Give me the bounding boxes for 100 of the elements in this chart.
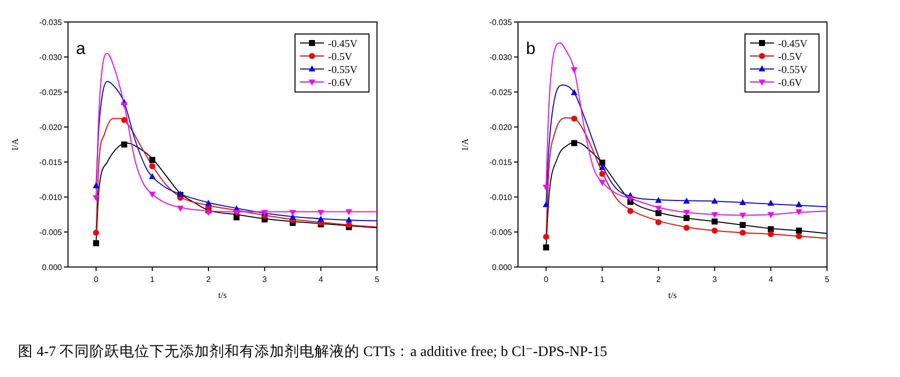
- annotation: b: [526, 39, 536, 58]
- point: [148, 173, 156, 180]
- point: [768, 231, 774, 238]
- legend-label: -0.55V: [778, 65, 808, 76]
- y-tick-label: 0.000: [42, 263, 63, 272]
- annotation: a: [76, 39, 86, 58]
- point: [711, 198, 718, 204]
- point: [149, 163, 156, 170]
- point: [684, 215, 690, 221]
- x-tick-label: 0: [544, 275, 549, 284]
- caption: 图 4-7 不同阶跃电位下无添加剂和有添加剂电解液的 CTTs：a additive free; b Cl⁻-DPS-NP-15: [18, 343, 608, 360]
- point: [571, 140, 578, 146]
- point: [739, 199, 746, 205]
- point: [346, 222, 352, 228]
- point: [149, 156, 156, 163]
- point: [205, 200, 212, 206]
- point: [346, 216, 352, 222]
- x-tick-label: 3: [712, 275, 718, 284]
- point: [739, 212, 746, 219]
- point: [120, 102, 128, 108]
- legend-label: -0.6V: [778, 78, 803, 89]
- point: [796, 228, 802, 234]
- y-tick-label: -0.015: [39, 158, 63, 167]
- legend-label: -0.45V: [328, 39, 358, 50]
- point: [148, 192, 156, 198]
- point: [598, 180, 606, 186]
- x-tick-label: 2: [656, 275, 662, 284]
- x-tick-label: 2: [206, 275, 212, 284]
- point: [655, 206, 662, 212]
- point: [796, 209, 802, 216]
- point: [740, 230, 746, 236]
- y-tick-label: 0.000: [492, 263, 513, 272]
- x-axis-title: t/s: [218, 290, 228, 300]
- point: [711, 212, 718, 218]
- point: [683, 210, 690, 216]
- point: [543, 234, 550, 240]
- point: [683, 198, 690, 204]
- point: [121, 142, 128, 148]
- point: [796, 233, 802, 240]
- y-tick-label: -0.025: [489, 88, 513, 97]
- point: [346, 209, 352, 216]
- y-tick-label: -0.020: [489, 123, 513, 132]
- x-tick-label: 5: [374, 275, 380, 284]
- y-tick-label: -0.010: [489, 193, 513, 202]
- legend-label: -0.5V: [328, 52, 353, 63]
- point: [598, 164, 606, 170]
- x-tick-label: 4: [318, 275, 324, 284]
- x-tick-label: 4: [768, 275, 774, 284]
- legend-label: -0.45V: [778, 39, 808, 50]
- y-axis-title: I/A: [460, 138, 470, 150]
- x-axis-title: t/s: [668, 290, 678, 300]
- point: [627, 196, 634, 202]
- point: [205, 210, 212, 216]
- y-tick-label: -0.035: [489, 18, 513, 27]
- point: [740, 222, 746, 228]
- point: [289, 210, 296, 216]
- point: [684, 224, 690, 231]
- y-tick-label: -0.005: [39, 228, 63, 237]
- legend-label: -0.6V: [328, 78, 353, 89]
- point: [92, 195, 100, 202]
- x-tick-label: 1: [150, 275, 156, 284]
- point: [627, 208, 634, 214]
- point: [655, 219, 662, 226]
- point: [543, 244, 550, 250]
- point: [542, 201, 550, 208]
- x-tick-label: 0: [94, 275, 99, 284]
- point: [93, 230, 100, 236]
- point: [570, 89, 578, 96]
- legend-label: -0.55V: [328, 65, 358, 76]
- point: [796, 201, 802, 208]
- point: [93, 240, 100, 246]
- y-tick-label: -0.025: [39, 88, 63, 97]
- point: [712, 228, 718, 234]
- point: [768, 212, 774, 218]
- y-tick-label: -0.010: [39, 193, 63, 202]
- y-tick-label: -0.030: [39, 53, 63, 62]
- legend-label: -0.5V: [778, 52, 803, 63]
- point: [121, 117, 128, 123]
- point: [318, 210, 324, 216]
- point: [768, 226, 774, 232]
- y-tick-label: -0.015: [489, 158, 513, 167]
- x-tick-label: 1: [600, 275, 606, 284]
- y-tick-label: -0.020: [39, 123, 63, 132]
- x-tick-label: 3: [262, 275, 268, 284]
- y-tick-label: -0.005: [489, 228, 513, 237]
- point: [571, 116, 578, 122]
- point: [599, 160, 606, 166]
- point: [712, 218, 718, 224]
- point: [234, 214, 240, 220]
- y-axis-title: I/A: [10, 138, 20, 150]
- point: [570, 67, 578, 74]
- point: [768, 200, 774, 206]
- y-tick-label: -0.030: [489, 53, 513, 62]
- point: [177, 206, 184, 212]
- point: [92, 182, 100, 188]
- point: [542, 184, 550, 191]
- point: [318, 216, 324, 222]
- point: [655, 210, 662, 216]
- y-tick-label: -0.035: [39, 18, 63, 27]
- point: [599, 170, 606, 177]
